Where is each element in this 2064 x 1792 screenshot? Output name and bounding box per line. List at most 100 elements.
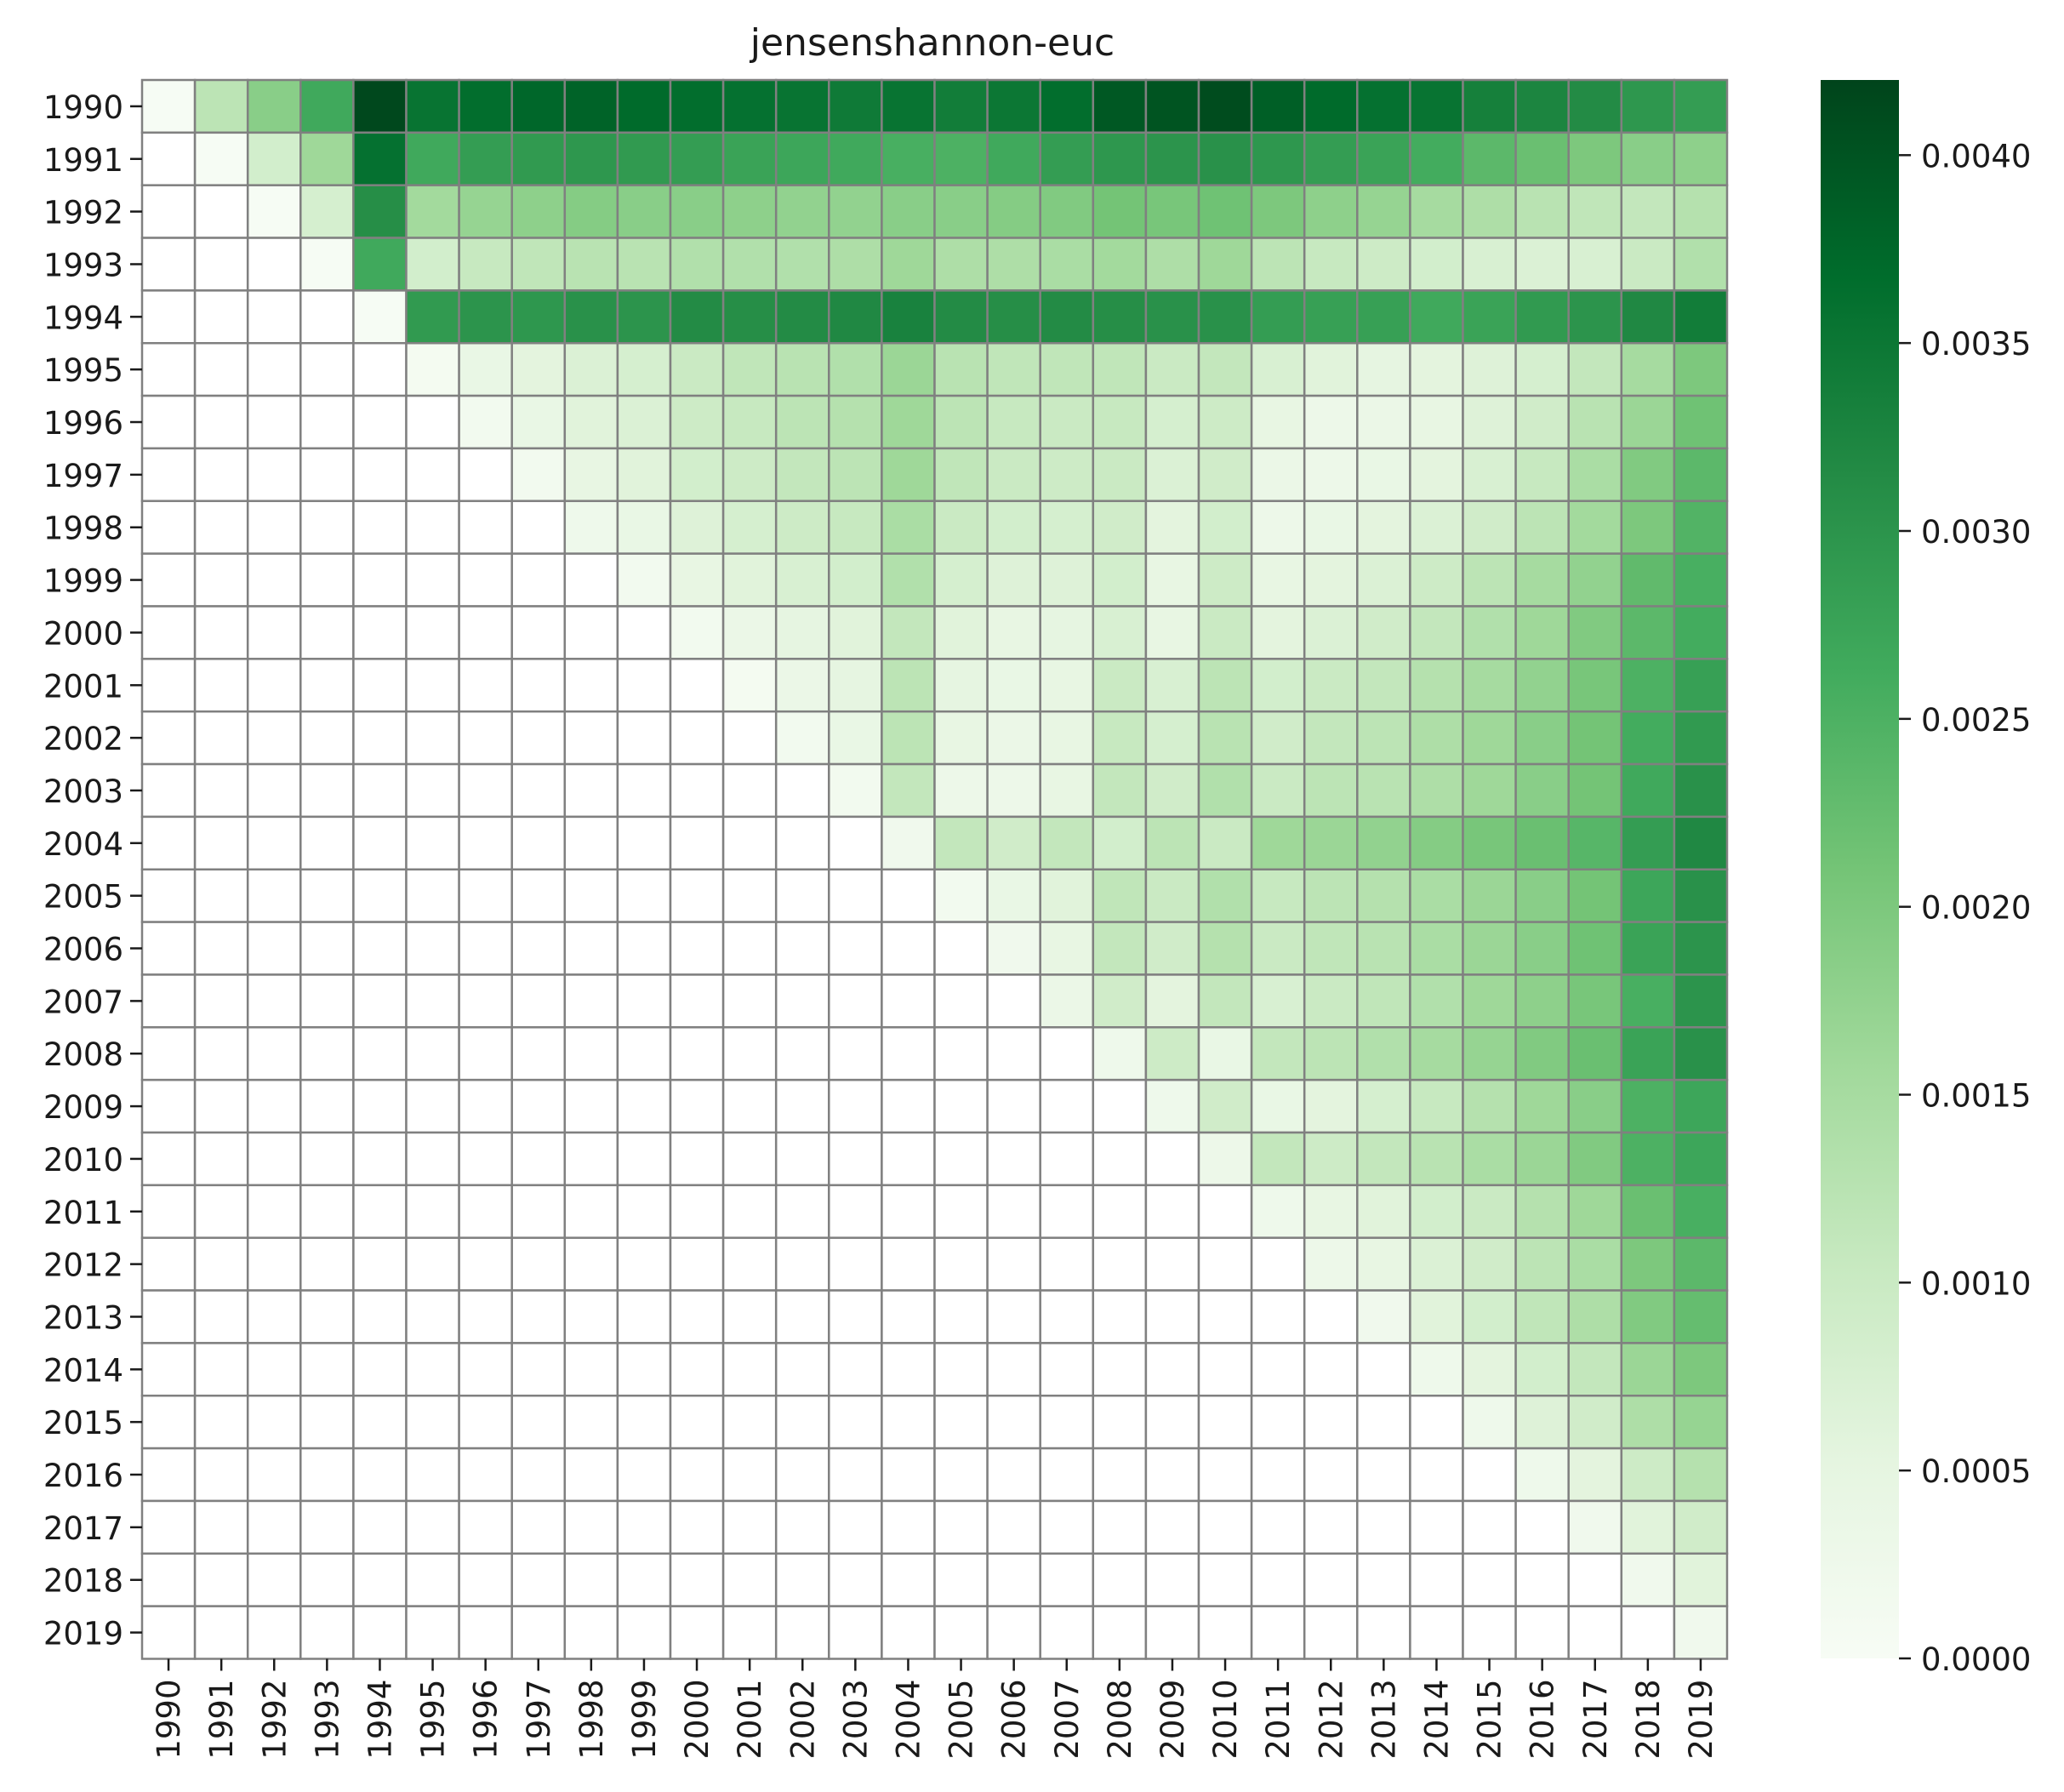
heatmap-cell xyxy=(1197,499,1253,555)
heatmap-cell xyxy=(1567,1184,1623,1239)
heatmap-cell xyxy=(1092,605,1148,660)
heatmap-cell xyxy=(774,658,830,713)
heatmap-cell xyxy=(774,184,830,239)
heatmap-cell xyxy=(828,973,883,1029)
heatmap-cell xyxy=(1409,1395,1464,1450)
y-tick-label: 2015 xyxy=(43,1405,123,1441)
heatmap-cell xyxy=(352,1552,408,1607)
heatmap-cell xyxy=(405,1552,460,1607)
heatmap-cell xyxy=(669,1342,725,1397)
heatmap-cell xyxy=(1092,1236,1148,1292)
heatmap-cell xyxy=(721,1552,778,1607)
heatmap-cell xyxy=(1409,342,1464,397)
heatmap-cell xyxy=(669,78,725,134)
heatmap-cell xyxy=(669,1236,725,1292)
heatmap-cell xyxy=(1250,658,1306,713)
heatmap-cell xyxy=(563,1395,619,1450)
heatmap-cell xyxy=(1620,131,1676,186)
heatmap-cell xyxy=(352,815,408,871)
heatmap-cell xyxy=(616,762,672,819)
heatmap-cell xyxy=(669,237,725,292)
heatmap-cell xyxy=(1356,1395,1411,1450)
heatmap-cell xyxy=(986,131,1041,186)
heatmap-cell xyxy=(986,762,1041,819)
heatmap-cell xyxy=(721,1184,778,1239)
heatmap-cell xyxy=(721,184,778,239)
heatmap-cell xyxy=(1144,815,1200,871)
heatmap-cell xyxy=(933,1605,989,1660)
heatmap-cell xyxy=(510,1499,567,1555)
heatmap-cell xyxy=(1197,1289,1253,1344)
heatmap-cell xyxy=(881,499,936,555)
heatmap-cell xyxy=(1567,1026,1623,1081)
heatmap-cell xyxy=(828,289,883,345)
heatmap-cell xyxy=(986,1184,1041,1239)
heatmap-cell xyxy=(1303,1078,1359,1134)
y-tick-label: 1999 xyxy=(43,563,123,600)
heatmap-cell xyxy=(1250,1552,1306,1607)
heatmap-cell xyxy=(1673,815,1729,871)
heatmap-cell xyxy=(1567,552,1623,608)
heatmap-cell xyxy=(1197,921,1253,976)
heatmap-cell xyxy=(1092,131,1148,186)
heatmap-cell xyxy=(510,868,567,923)
y-tick-labels: 1990 1991 1992 1993 1994 1995 1996 1997 1998 1999… xyxy=(43,89,142,1652)
heatmap-cell xyxy=(1039,237,1095,292)
heatmap-cell xyxy=(299,1605,355,1660)
heatmap-cell xyxy=(1197,78,1253,134)
heatmap-cell xyxy=(299,1078,355,1134)
heatmap-cell xyxy=(140,1499,197,1555)
heatmap-cell xyxy=(881,1499,936,1555)
heatmap-cell xyxy=(1567,1447,1623,1503)
heatmap-cell xyxy=(140,1447,197,1503)
y-tick-label: 1996 xyxy=(43,405,123,442)
heatmap-cell xyxy=(933,394,989,450)
heatmap-cell xyxy=(299,605,355,660)
heatmap-cell xyxy=(352,658,408,713)
heatmap-cell xyxy=(246,1605,302,1660)
heatmap-cell xyxy=(1250,921,1306,976)
heatmap-cell xyxy=(1197,184,1253,239)
heatmap-cell xyxy=(1197,1552,1253,1607)
heatmap-cell xyxy=(458,1342,513,1397)
heatmap-cell xyxy=(1567,1395,1623,1450)
heatmap-cell xyxy=(140,1184,197,1239)
heatmap-cell xyxy=(933,184,989,239)
heatmap-cell xyxy=(1620,1184,1676,1239)
heatmap-cell xyxy=(1514,1289,1570,1344)
heatmap-cell xyxy=(1250,131,1306,186)
heatmap-cell xyxy=(352,1499,408,1555)
heatmap-cell xyxy=(1303,1552,1359,1607)
heatmap-cell xyxy=(246,447,302,503)
heatmap-cell xyxy=(1039,868,1095,923)
heatmap-cell xyxy=(1620,921,1676,976)
x-tick-label: 2011 xyxy=(1260,1680,1297,1760)
heatmap-cell xyxy=(1567,499,1623,555)
heatmap-cell xyxy=(193,1605,249,1660)
heatmap-cell xyxy=(193,973,249,1029)
heatmap-cell xyxy=(1250,1026,1306,1081)
heatmap-cell xyxy=(1092,552,1148,608)
heatmap-cell xyxy=(1303,1605,1359,1660)
heatmap-cell xyxy=(246,1131,302,1187)
heatmap-cell xyxy=(1092,1131,1148,1187)
heatmap-cell xyxy=(458,1447,513,1503)
heatmap-cell xyxy=(246,1447,302,1503)
heatmap-cell xyxy=(721,131,778,186)
heatmap-cell xyxy=(458,237,513,292)
heatmap-cell xyxy=(669,1605,725,1660)
heatmap-cell xyxy=(1673,184,1729,239)
heatmap-cell xyxy=(1197,1236,1253,1292)
heatmap-cell xyxy=(774,1605,830,1660)
heatmap-cell xyxy=(1356,815,1411,871)
heatmap-cell xyxy=(1092,1026,1148,1081)
heatmap-cell xyxy=(881,78,936,134)
x-tick-label: 2002 xyxy=(784,1680,821,1760)
y-tick-label: 1992 xyxy=(43,195,123,231)
heatmap-cell xyxy=(1250,1236,1306,1292)
heatmap-cell xyxy=(1514,1236,1570,1292)
heatmap-cell xyxy=(1567,1078,1623,1134)
heatmap-cell xyxy=(1092,499,1148,555)
heatmap-cell xyxy=(246,1078,302,1134)
heatmap-cell xyxy=(881,1342,936,1397)
